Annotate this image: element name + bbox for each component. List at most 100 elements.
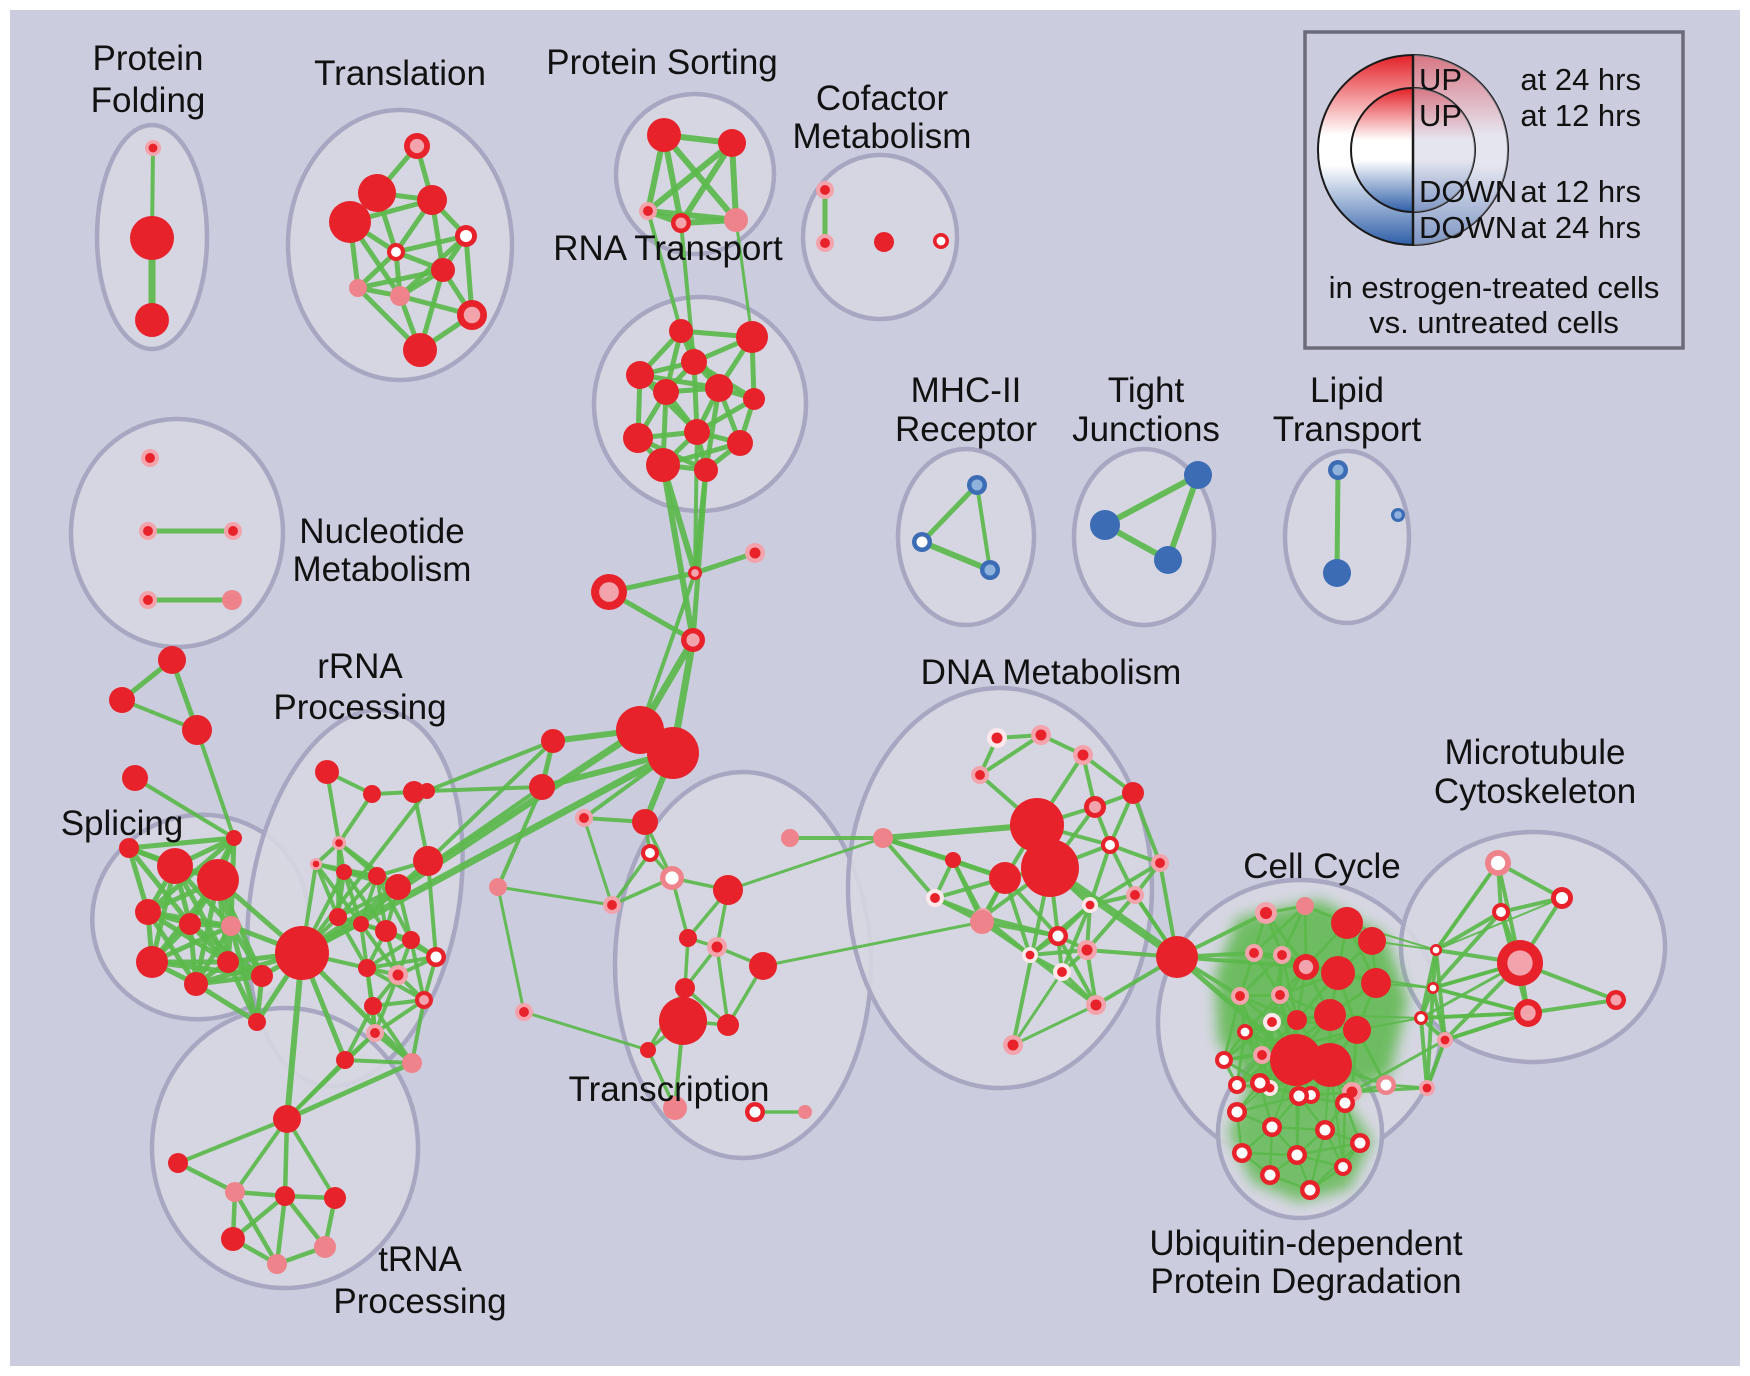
network-edge bbox=[646, 209, 683, 333]
network-node bbox=[336, 864, 352, 880]
network-node bbox=[135, 303, 169, 337]
network-node-core bbox=[1490, 855, 1506, 871]
network-node bbox=[363, 785, 381, 803]
cluster-lipid-transport bbox=[1282, 448, 1412, 626]
cluster-label-nucleotide-metabolism: Nucleotide bbox=[299, 512, 464, 551]
network-edge bbox=[881, 836, 937, 900]
network-edge bbox=[715, 945, 730, 1027]
network-node-core bbox=[665, 871, 679, 885]
network-node-core bbox=[1035, 729, 1047, 741]
legend-direction-label: DOWN bbox=[1419, 210, 1517, 245]
network-node bbox=[717, 1014, 739, 1036]
network-edge bbox=[126, 845, 193, 927]
network-edge bbox=[133, 776, 236, 840]
cluster-label-nucleotide-metabolism: Metabolism bbox=[293, 550, 472, 589]
cluster-label-microtubule-cytoskeleton: Cytoskeleton bbox=[1434, 772, 1636, 811]
network-edge bbox=[195, 728, 236, 840]
network-edge bbox=[314, 862, 363, 926]
network-node bbox=[1156, 936, 1198, 978]
network-node-core bbox=[391, 247, 401, 257]
network-node-core bbox=[148, 143, 158, 153]
network-node bbox=[368, 867, 386, 885]
network-node-core bbox=[1293, 1090, 1305, 1102]
network-edge bbox=[645, 140, 735, 214]
network-node-core bbox=[409, 138, 425, 154]
network-node-core bbox=[599, 582, 619, 602]
network-edge bbox=[1235, 1094, 1301, 1114]
network-node bbox=[385, 874, 411, 900]
network-node-core bbox=[1130, 890, 1140, 900]
network-node bbox=[329, 908, 347, 926]
legend-time-label: at 24 hrs bbox=[1520, 62, 1641, 97]
network-node-core bbox=[1259, 906, 1273, 920]
network-node-core bbox=[1257, 1050, 1267, 1060]
network-node bbox=[358, 174, 396, 212]
network-node-core bbox=[1235, 991, 1245, 1001]
network-node-core bbox=[419, 995, 429, 1005]
network-node-core bbox=[1025, 950, 1035, 960]
network-node-core bbox=[1057, 967, 1067, 977]
network-node-core bbox=[1007, 1039, 1019, 1051]
network-edge bbox=[1425, 1038, 1447, 1090]
network-node-core bbox=[645, 848, 655, 858]
network-node bbox=[221, 1227, 245, 1251]
network-edge bbox=[355, 267, 446, 291]
network-node bbox=[684, 419, 710, 445]
network-edge bbox=[975, 483, 992, 572]
network-edge bbox=[1419, 1011, 1530, 1020]
network-node bbox=[749, 952, 777, 980]
network-node bbox=[1323, 559, 1351, 587]
cluster-label-protein-sorting: Protein Sorting bbox=[546, 43, 778, 82]
network-node bbox=[646, 448, 680, 482]
cluster-label-tight-junctions: Junctions bbox=[1072, 410, 1220, 449]
network-node bbox=[184, 972, 208, 996]
network-edge bbox=[1165, 472, 1201, 563]
cluster-label-cell-cycle: Cell Cycle bbox=[1243, 847, 1401, 886]
network-edge bbox=[337, 792, 374, 845]
network-node-core bbox=[1496, 907, 1506, 917]
network-node-core bbox=[370, 1028, 380, 1038]
network-node-core bbox=[1339, 1097, 1351, 1109]
network-edge bbox=[679, 221, 696, 364]
network-node-core bbox=[1085, 900, 1095, 910]
network-node-core bbox=[1520, 1005, 1536, 1021]
network-node bbox=[659, 997, 707, 1045]
network-node-core bbox=[1275, 990, 1285, 1000]
network-edge bbox=[1174, 954, 1299, 1063]
network-edge bbox=[1431, 910, 1503, 990]
network-edge bbox=[690, 467, 709, 643]
cluster-label-ubiquitin-degradation: Ubiquitin-dependent bbox=[1149, 1224, 1463, 1263]
network-edge bbox=[610, 851, 652, 907]
network-node bbox=[130, 216, 174, 260]
network-node-core bbox=[820, 238, 830, 248]
network-node-core bbox=[1264, 1169, 1276, 1181]
network-node-core bbox=[430, 951, 442, 963]
cluster-label-translation: Translation bbox=[314, 54, 486, 93]
cluster-label-trna-processing: Processing bbox=[333, 1282, 506, 1321]
network-node-core bbox=[1440, 1035, 1450, 1045]
network-node bbox=[705, 374, 733, 402]
network-edge bbox=[410, 998, 426, 1065]
network-edge bbox=[919, 539, 993, 573]
network-edge bbox=[365, 955, 438, 970]
network-node bbox=[225, 1182, 245, 1202]
network-node bbox=[1321, 956, 1355, 990]
network-node bbox=[653, 379, 679, 405]
network-node bbox=[273, 1105, 301, 1133]
network-node-core bbox=[1432, 946, 1440, 954]
network-edge bbox=[1434, 910, 1503, 952]
network-edge bbox=[661, 132, 739, 223]
network-edge bbox=[1435, 897, 1563, 951]
network-node bbox=[179, 913, 201, 935]
network-node bbox=[349, 279, 367, 297]
network-node bbox=[724, 208, 748, 232]
network-node bbox=[275, 926, 329, 980]
network-node-core bbox=[459, 229, 473, 243]
network-edge bbox=[145, 909, 199, 987]
network-node bbox=[248, 1013, 266, 1031]
network-node bbox=[727, 430, 753, 456]
network-node bbox=[329, 201, 371, 243]
network-edge bbox=[582, 816, 614, 907]
network-edge bbox=[726, 836, 885, 892]
